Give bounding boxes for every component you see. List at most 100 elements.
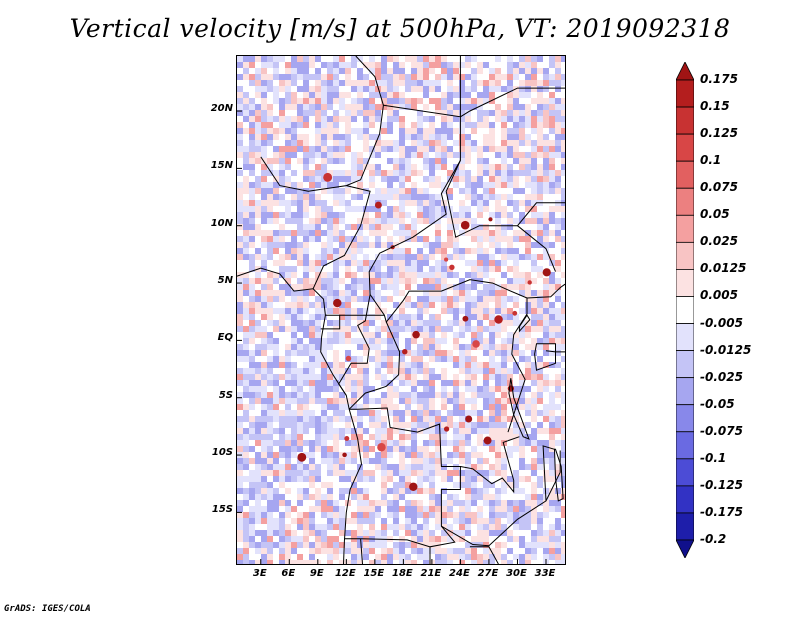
field-cell <box>369 128 376 135</box>
field-cell <box>261 236 268 243</box>
field-cell <box>315 320 322 327</box>
field-cell <box>435 122 442 129</box>
field-cell <box>531 104 538 111</box>
field-cell <box>411 164 418 171</box>
field-cell <box>537 416 544 423</box>
field-cell <box>477 68 484 75</box>
field-cell <box>327 500 334 507</box>
field-cell <box>453 92 460 99</box>
field-cell <box>561 92 565 99</box>
field-cell <box>471 86 478 93</box>
field-cell <box>357 56 364 63</box>
field-cell <box>405 224 412 231</box>
field-cell <box>531 260 538 267</box>
field-cell <box>423 500 430 507</box>
field-cell <box>435 518 442 525</box>
field-cell <box>333 152 340 159</box>
field-cell <box>339 482 346 489</box>
field-cell <box>483 56 490 63</box>
field-cell <box>297 308 304 315</box>
field-cell <box>501 338 508 345</box>
field-cell <box>243 272 250 279</box>
field-cell <box>285 206 292 213</box>
field-cell <box>243 506 250 513</box>
field-cell <box>369 146 376 153</box>
field-cell <box>363 140 370 147</box>
field-cell <box>495 548 502 555</box>
field-cell <box>519 476 526 483</box>
field-cell <box>507 542 514 549</box>
field-cell <box>417 212 424 219</box>
field-cell <box>375 236 382 243</box>
field-cell <box>399 410 406 417</box>
field-cell <box>345 290 352 297</box>
field-cell <box>477 512 484 519</box>
field-cell <box>441 302 448 309</box>
field-cell <box>327 56 334 63</box>
field-cell <box>243 212 250 219</box>
field-cell <box>243 344 250 351</box>
field-cell <box>279 188 286 195</box>
field-cell <box>483 128 490 135</box>
field-cell <box>441 200 448 207</box>
field-cell <box>561 392 565 399</box>
field-cell <box>507 158 514 165</box>
field-cell <box>351 62 358 69</box>
field-cell <box>513 254 520 261</box>
field-cell <box>375 410 382 417</box>
field-cell <box>393 98 400 105</box>
field-cell <box>255 464 262 471</box>
field-cell <box>549 212 556 219</box>
field-cell <box>333 308 340 315</box>
color-bar-swatch <box>676 350 694 379</box>
field-cell <box>345 512 352 519</box>
field-cell <box>243 284 250 291</box>
field-cell <box>429 548 436 555</box>
field-cell <box>393 254 400 261</box>
field-cell <box>381 386 388 393</box>
field-cell <box>303 146 310 153</box>
field-cell <box>555 278 562 285</box>
field-cell <box>309 362 316 369</box>
field-cell <box>501 218 508 225</box>
field-cell <box>447 116 454 123</box>
field-cell <box>519 284 526 291</box>
field-cell <box>537 530 544 537</box>
field-cell <box>273 374 280 381</box>
field-cell <box>453 338 460 345</box>
field-cell <box>483 290 490 297</box>
field-cell <box>513 476 520 483</box>
field-cell <box>315 362 322 369</box>
field-cell <box>477 128 484 135</box>
field-cell <box>363 224 370 231</box>
field-cell <box>561 410 565 417</box>
field-cell <box>429 134 436 141</box>
field-cell <box>255 260 262 267</box>
field-cell <box>525 386 532 393</box>
field-cell <box>543 434 550 441</box>
field-cell <box>471 230 478 237</box>
field-cell <box>375 326 382 333</box>
field-cell <box>303 200 310 207</box>
field-cell <box>315 380 322 387</box>
field-cell <box>255 290 262 297</box>
field-cell <box>411 170 418 177</box>
field-cell <box>285 332 292 339</box>
field-cell <box>363 206 370 213</box>
field-cell <box>255 86 262 93</box>
field-cell <box>243 308 250 315</box>
field-cell <box>351 290 358 297</box>
field-cell <box>255 152 262 159</box>
field-cell <box>291 86 298 93</box>
field-cell <box>411 218 418 225</box>
field-cell <box>321 218 328 225</box>
field-cell <box>375 182 382 189</box>
field-cell <box>399 428 406 435</box>
field-cell <box>417 320 424 327</box>
field-cell <box>285 104 292 111</box>
field-cell <box>471 158 478 165</box>
field-cell <box>255 404 262 411</box>
field-cell <box>351 410 358 417</box>
field-cell <box>489 314 496 321</box>
field-cell <box>279 410 286 417</box>
